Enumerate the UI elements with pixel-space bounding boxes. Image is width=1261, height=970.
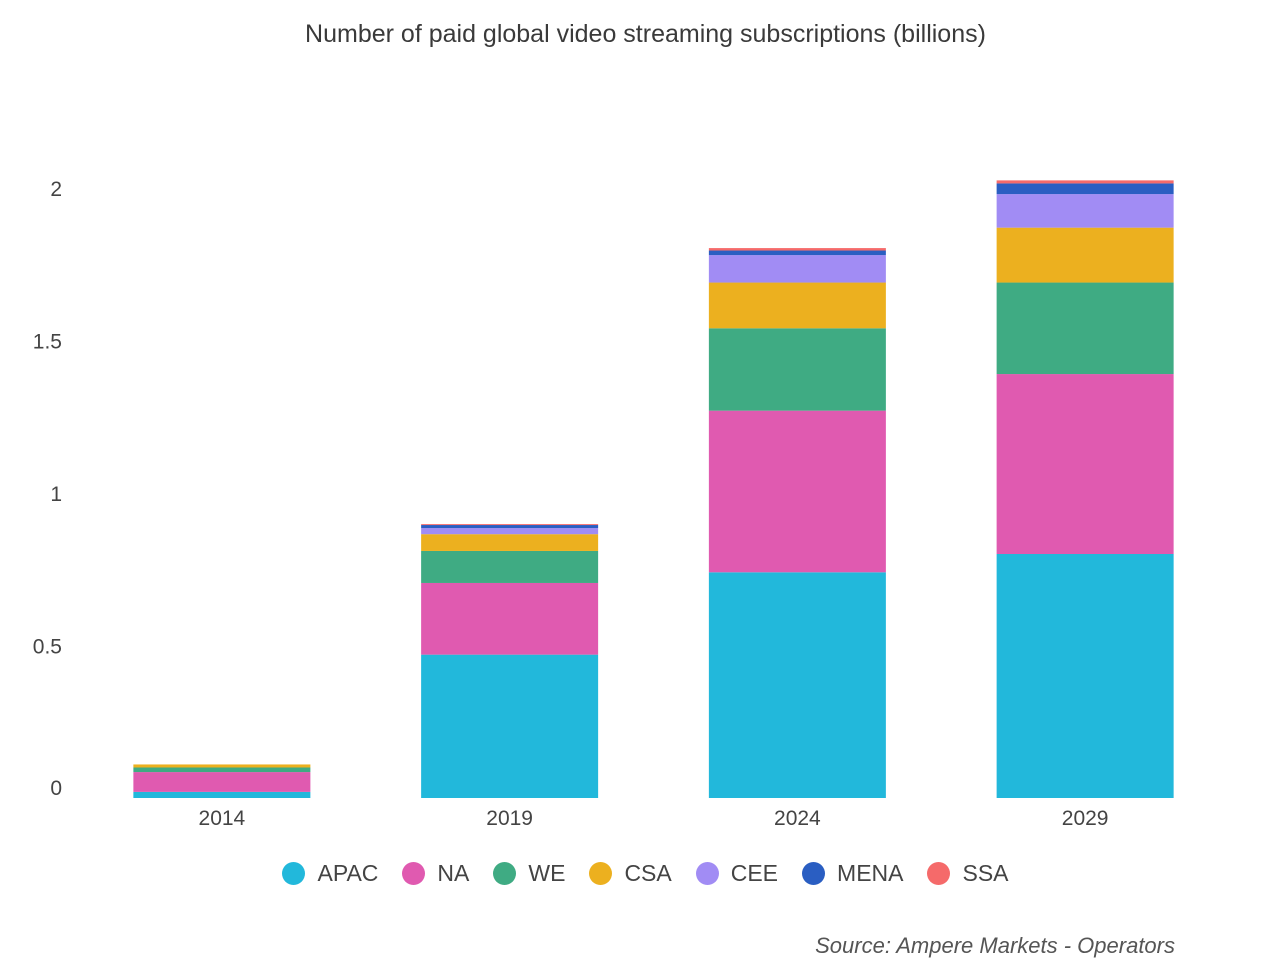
x-tick-label: 2029 xyxy=(1062,807,1109,830)
bar-stack-2019 xyxy=(421,524,599,798)
bar-segment-we-2019 xyxy=(421,550,599,583)
bar-segment-csa-2029 xyxy=(996,227,1174,283)
y-tick-label: 2 xyxy=(50,178,62,201)
bar-segment-ssa-2024 xyxy=(708,248,886,251)
legend-swatch xyxy=(802,862,826,885)
legend-label: CEE xyxy=(730,860,779,886)
legend-swatch xyxy=(402,862,426,885)
bar-stack-2014 xyxy=(133,764,311,798)
legend-item-mena: MENA xyxy=(802,860,903,887)
y-tick-label: 1 xyxy=(50,483,62,506)
bar-segment-cee-2024 xyxy=(708,255,886,283)
legend: APAC NA WE CSA CEE MENA SSA xyxy=(0,860,1261,887)
bar-segment-ssa-2029 xyxy=(996,180,1174,184)
legend-label: WE xyxy=(528,860,566,886)
bar-segment-mena-2024 xyxy=(708,250,886,256)
bar-segment-na-2029 xyxy=(996,374,1174,554)
bar-segment-apac-2024 xyxy=(708,572,886,798)
chart-title: Number of paid global video streaming su… xyxy=(305,20,986,48)
x-tick-label: 2014 xyxy=(199,807,246,830)
bar-stacks xyxy=(133,180,1174,798)
legend-item-cee: CEE xyxy=(695,860,779,887)
legend-label: MENA xyxy=(837,860,904,886)
source-note: Source: Ampere Markets - Operators xyxy=(815,933,1175,958)
bar-segment-mena-2029 xyxy=(996,183,1174,195)
bar-segment-we-2024 xyxy=(708,328,886,411)
y-tick-label: 0 xyxy=(50,777,62,800)
bar-segment-na-2019 xyxy=(421,582,599,655)
legend-item-na: NA xyxy=(402,860,469,887)
legend-item-csa: CSA xyxy=(589,860,672,887)
y-tick-label: 1.5 xyxy=(33,331,62,354)
legend-label: SSA xyxy=(962,860,1009,886)
bar-segment-ssa-2019 xyxy=(421,524,599,526)
legend-label: NA xyxy=(437,860,470,886)
y-axis: 0 0.5 1 1.5 2 xyxy=(33,178,62,800)
bar-segment-we-2029 xyxy=(996,282,1174,375)
x-tick-label: 2024 xyxy=(774,807,821,830)
bar-segment-apac-2029 xyxy=(996,554,1174,798)
x-axis: 2014 2019 2024 2029 xyxy=(199,807,1109,830)
bar-segment-csa-2014 xyxy=(133,764,311,768)
bar-segment-cee-2029 xyxy=(996,194,1174,228)
y-tick-label: 0.5 xyxy=(33,636,62,659)
legend-swatch xyxy=(927,862,951,885)
x-tick-label: 2019 xyxy=(486,807,533,830)
bar-stack-2029 xyxy=(996,180,1174,798)
legend-swatch xyxy=(493,862,517,885)
bar-stack-2024 xyxy=(708,248,886,798)
stacked-bar-chart: 0 0.5 1 1.5 2 2014 2019 2024 2029 xyxy=(33,178,1174,830)
bar-segment-apac-2019 xyxy=(421,654,599,798)
bar-segment-na-2014 xyxy=(133,772,311,792)
legend-label: CSA xyxy=(624,860,672,886)
bar-segment-csa-2019 xyxy=(421,534,599,551)
bar-segment-na-2024 xyxy=(708,410,886,573)
legend-swatch xyxy=(695,862,719,885)
legend-swatch xyxy=(282,862,306,885)
legend-swatch xyxy=(589,862,613,885)
bar-segment-apac-2014 xyxy=(133,791,311,798)
legend-label: APAC xyxy=(317,860,379,886)
legend-item-we: WE xyxy=(493,860,565,887)
legend-item-ssa: SSA xyxy=(927,860,1009,887)
bar-segment-cee-2019 xyxy=(421,528,599,535)
legend-item-apac: APAC xyxy=(282,860,378,887)
bar-segment-mena-2019 xyxy=(421,525,599,529)
bar-segment-csa-2024 xyxy=(708,282,886,329)
bar-segment-we-2014 xyxy=(133,767,311,773)
